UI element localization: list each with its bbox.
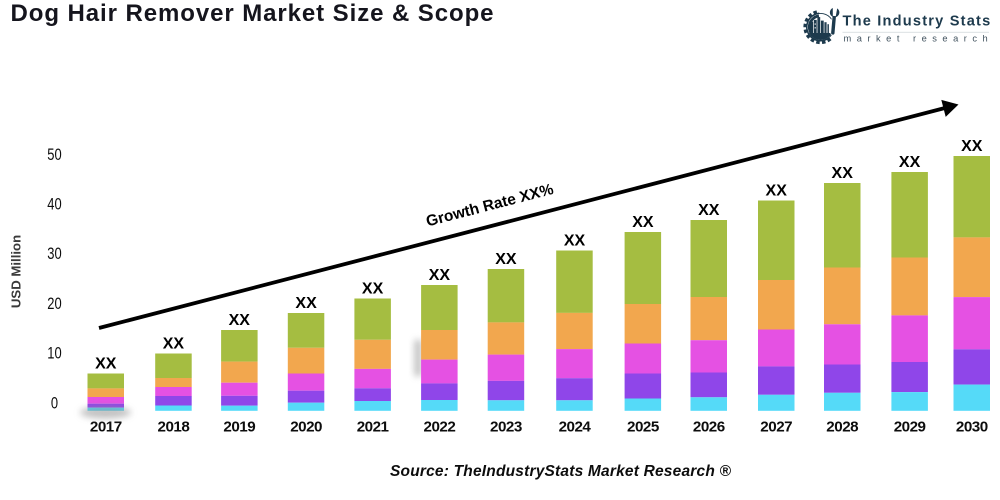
- svg-text:20: 20: [47, 296, 61, 314]
- svg-text:The Industry Stats: The Industry Stats: [843, 14, 992, 30]
- svg-text:50: 50: [47, 146, 61, 164]
- svg-text:Growth Rate XX%: Growth Rate XX%: [424, 181, 555, 230]
- svg-text:Source: TheIndustryStats Marke: Source: TheIndustryStats Market Research…: [390, 463, 731, 480]
- svg-text:XX: XX: [632, 214, 654, 231]
- svg-text:30: 30: [47, 246, 61, 264]
- svg-text:2017: 2017: [90, 419, 122, 436]
- svg-text:XX: XX: [564, 233, 586, 250]
- svg-text:2026: 2026: [693, 419, 725, 436]
- svg-text:2029: 2029: [894, 419, 926, 436]
- svg-text:XX: XX: [698, 202, 720, 219]
- svg-text:XX: XX: [961, 138, 983, 155]
- svg-text:2027: 2027: [760, 419, 792, 436]
- svg-text:10: 10: [47, 345, 61, 363]
- svg-text:0: 0: [51, 395, 58, 413]
- svg-text:2020: 2020: [290, 419, 322, 436]
- svg-text:2021: 2021: [357, 419, 390, 436]
- svg-text:XX: XX: [362, 281, 384, 298]
- svg-text:2018: 2018: [158, 419, 190, 436]
- svg-text:2019: 2019: [223, 419, 255, 436]
- svg-text:XX: XX: [163, 336, 185, 353]
- svg-text:USD Million: USD Million: [9, 235, 24, 308]
- svg-text:2023: 2023: [490, 419, 522, 436]
- svg-text:XX: XX: [95, 356, 117, 373]
- svg-text:XX: XX: [229, 312, 251, 329]
- svg-text:40: 40: [47, 196, 61, 214]
- svg-text:market research: market research: [844, 33, 994, 43]
- svg-text:XX: XX: [295, 295, 317, 312]
- svg-text:2028: 2028: [826, 419, 858, 436]
- svg-text:XX: XX: [495, 251, 517, 268]
- svg-text:XX: XX: [429, 267, 451, 284]
- svg-text:XX: XX: [899, 154, 921, 171]
- svg-text:XX: XX: [766, 183, 788, 200]
- svg-text:2024: 2024: [559, 419, 592, 436]
- svg-text:XX: XX: [832, 165, 854, 182]
- svg-text:2022: 2022: [424, 419, 456, 436]
- svg-text:2025: 2025: [627, 419, 660, 436]
- svg-text:Dog Hair Remover Market Size &: Dog Hair Remover Market Size & Scope: [11, 0, 495, 27]
- svg-text:2030: 2030: [956, 419, 988, 436]
